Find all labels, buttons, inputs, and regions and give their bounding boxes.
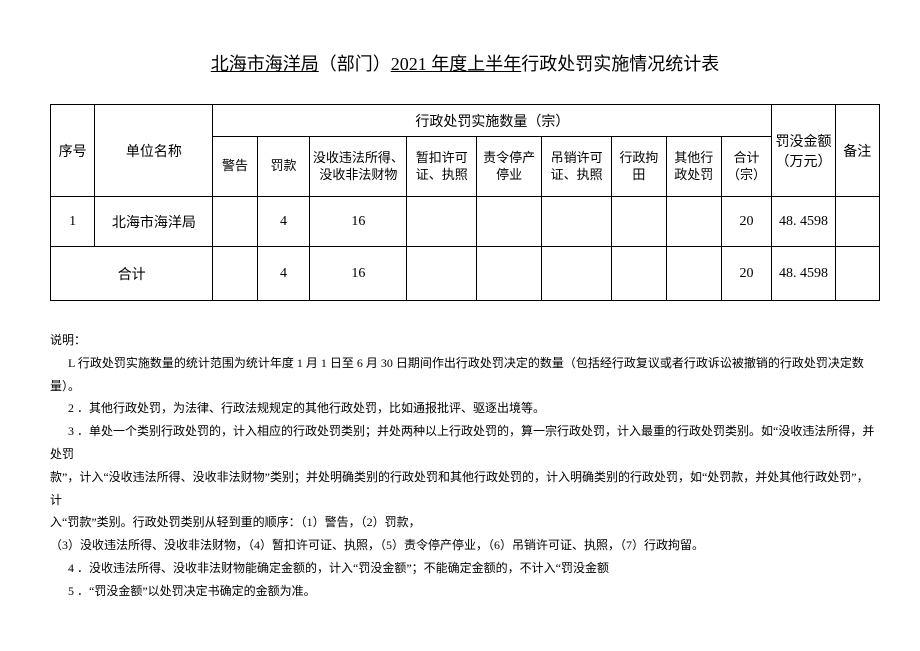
table-row: 1 北海市海洋局 4 16 20 48. 4598 bbox=[51, 197, 880, 247]
penalty-table: 序号 单位名称 行政处罚实施数量（宗） 罚没金额（万元） 备注 警告 罚款 没收… bbox=[50, 104, 880, 301]
th-detain: 行政拘田 bbox=[611, 137, 666, 197]
cell-total-warn bbox=[213, 247, 257, 301]
cell-total: 20 bbox=[721, 197, 772, 247]
th-confiscate: 没收违法所得、没收非法财物 bbox=[310, 137, 407, 197]
cell-suspend bbox=[407, 197, 477, 247]
cell-fine: 4 bbox=[257, 197, 310, 247]
th-order: 责令停产停业 bbox=[477, 137, 542, 197]
note-3a: 3 ．单处一个类别行政处罚的，计入相应的行政处罚类别；并处两种以上行政处罚的，算… bbox=[50, 420, 880, 466]
cell-order bbox=[477, 197, 542, 247]
note-5: 5 ．“罚没金额”以处罚决定书确定的金额为准。 bbox=[50, 580, 880, 603]
cell-total-revoke bbox=[542, 247, 612, 301]
cell-unit: 北海市海洋局 bbox=[95, 197, 213, 247]
cell-remark bbox=[835, 197, 879, 247]
cell-revoke bbox=[542, 197, 612, 247]
cell-total-order bbox=[477, 247, 542, 301]
cell-total-fine: 4 bbox=[257, 247, 310, 301]
cell-total-amount: 48. 4598 bbox=[772, 247, 835, 301]
th-group: 行政处罚实施数量（宗） bbox=[213, 105, 772, 137]
note-4: 4 ．没收违法所得、没收非法财物能确定金额的，计入“罚没金额”；不能确定金额的，… bbox=[50, 557, 880, 580]
th-suspend: 暂扣许可证、执照 bbox=[407, 137, 477, 197]
cell-total-other bbox=[666, 247, 721, 301]
cell-warn bbox=[213, 197, 257, 247]
cell-detain bbox=[611, 197, 666, 247]
th-amount: 罚没金额（万元） bbox=[772, 105, 835, 197]
cell-seq: 1 bbox=[51, 197, 95, 247]
th-seq: 序号 bbox=[51, 105, 95, 197]
th-remark: 备注 bbox=[835, 105, 879, 197]
th-other: 其他行政处罚 bbox=[666, 137, 721, 197]
th-warn: 警告 bbox=[213, 137, 257, 197]
cell-total-label: 合计 bbox=[51, 247, 213, 301]
title-period: 2021 年度上半年 bbox=[391, 54, 522, 74]
page-title: 北海市海洋局（部门）2021 年度上半年行政处罚实施情况统计表 bbox=[50, 50, 880, 76]
notes-label: 说明： bbox=[50, 329, 880, 352]
cell-total-detain bbox=[611, 247, 666, 301]
note-2: 2 ．其他行政处罚，为法律、行政法规规定的其他行政处罚，比如通报批评、驱逐出境等… bbox=[50, 397, 880, 420]
th-total: 合计（宗） bbox=[721, 137, 772, 197]
note-1: L 行政处罚实施数量的统计范围为统计年度 1 月 1 日至 6 月 30 日期间… bbox=[50, 352, 880, 398]
note-3d: （3）没收违法所得、没收非法财物，（4）暂扣许可证、执照，（5）责令停产停业，（… bbox=[50, 534, 880, 557]
table-total-row: 合计 4 16 20 48. 4598 bbox=[51, 247, 880, 301]
cell-total-suspend bbox=[407, 247, 477, 301]
th-unit: 单位名称 bbox=[95, 105, 213, 197]
th-revoke: 吊销许可证、执照 bbox=[542, 137, 612, 197]
title-dept: （部门） bbox=[319, 54, 391, 74]
cell-total-remark bbox=[835, 247, 879, 301]
th-fine: 罚款 bbox=[257, 137, 310, 197]
cell-amount: 48. 4598 bbox=[772, 197, 835, 247]
cell-other bbox=[666, 197, 721, 247]
cell-confiscate: 16 bbox=[310, 197, 407, 247]
title-suffix: 行政处罚实施情况统计表 bbox=[521, 54, 719, 74]
notes-section: 说明： L 行政处罚实施数量的统计范围为统计年度 1 月 1 日至 6 月 30… bbox=[50, 329, 880, 603]
title-org: 北海市海洋局 bbox=[211, 54, 319, 74]
cell-total-confiscate: 16 bbox=[310, 247, 407, 301]
cell-total-total: 20 bbox=[721, 247, 772, 301]
note-3c: 入“罚款”类别。行政处罚类别从轻到重的顺序：（1）警告，（2）罚款， bbox=[50, 511, 880, 534]
note-3b: 款”，计入“没收违法所得、没收非法财物”类别；并处明确类别的行政处罚和其他行政处… bbox=[50, 466, 880, 512]
